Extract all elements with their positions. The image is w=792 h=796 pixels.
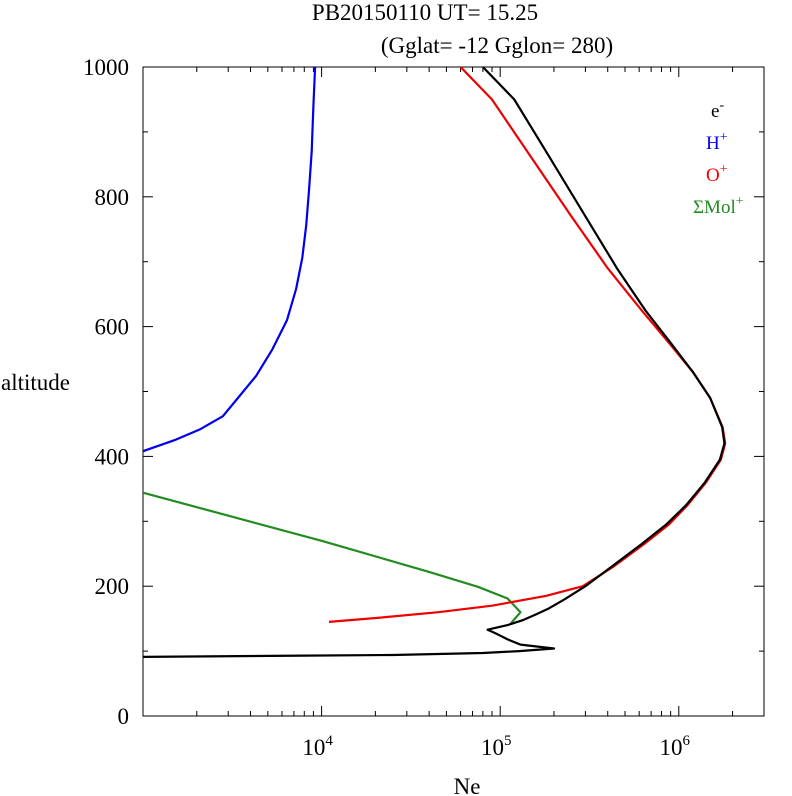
- x-tick-label: 105: [481, 733, 512, 760]
- chart-title: PB20150110 UT= 15.25: [312, 0, 538, 25]
- series-line: [142, 66, 726, 658]
- legend-entry: e-: [711, 98, 724, 122]
- y-tick-label: 600: [95, 315, 130, 340]
- y-tick-label: 200: [95, 574, 130, 599]
- legend-entry: ΣMol+: [693, 194, 744, 218]
- y-tick-label: 0: [118, 704, 130, 729]
- y-tick-label: 400: [95, 444, 130, 469]
- x-axis-label: Ne: [454, 774, 481, 796]
- plot-frame: [142, 66, 765, 717]
- series-line: [142, 66, 317, 453]
- plot-area: 0 200 400 600 800 1000 104 105 106 e- H+ O+ ΣMol+: [83, 55, 765, 760]
- x-tick-label: 106: [660, 733, 691, 760]
- series-line: [328, 66, 727, 623]
- x-tick-label: 104: [302, 733, 333, 760]
- y-tick-label: 1000: [83, 55, 129, 80]
- legend-entry: O+: [706, 162, 728, 186]
- y-axis-label: altitude: [1, 370, 70, 395]
- y-tick-label: 800: [95, 185, 130, 210]
- legend-entry: H+: [706, 130, 728, 154]
- series-line: [142, 491, 522, 624]
- chart-subtitle: (Gglat= -12 Gglon= 280): [381, 33, 613, 58]
